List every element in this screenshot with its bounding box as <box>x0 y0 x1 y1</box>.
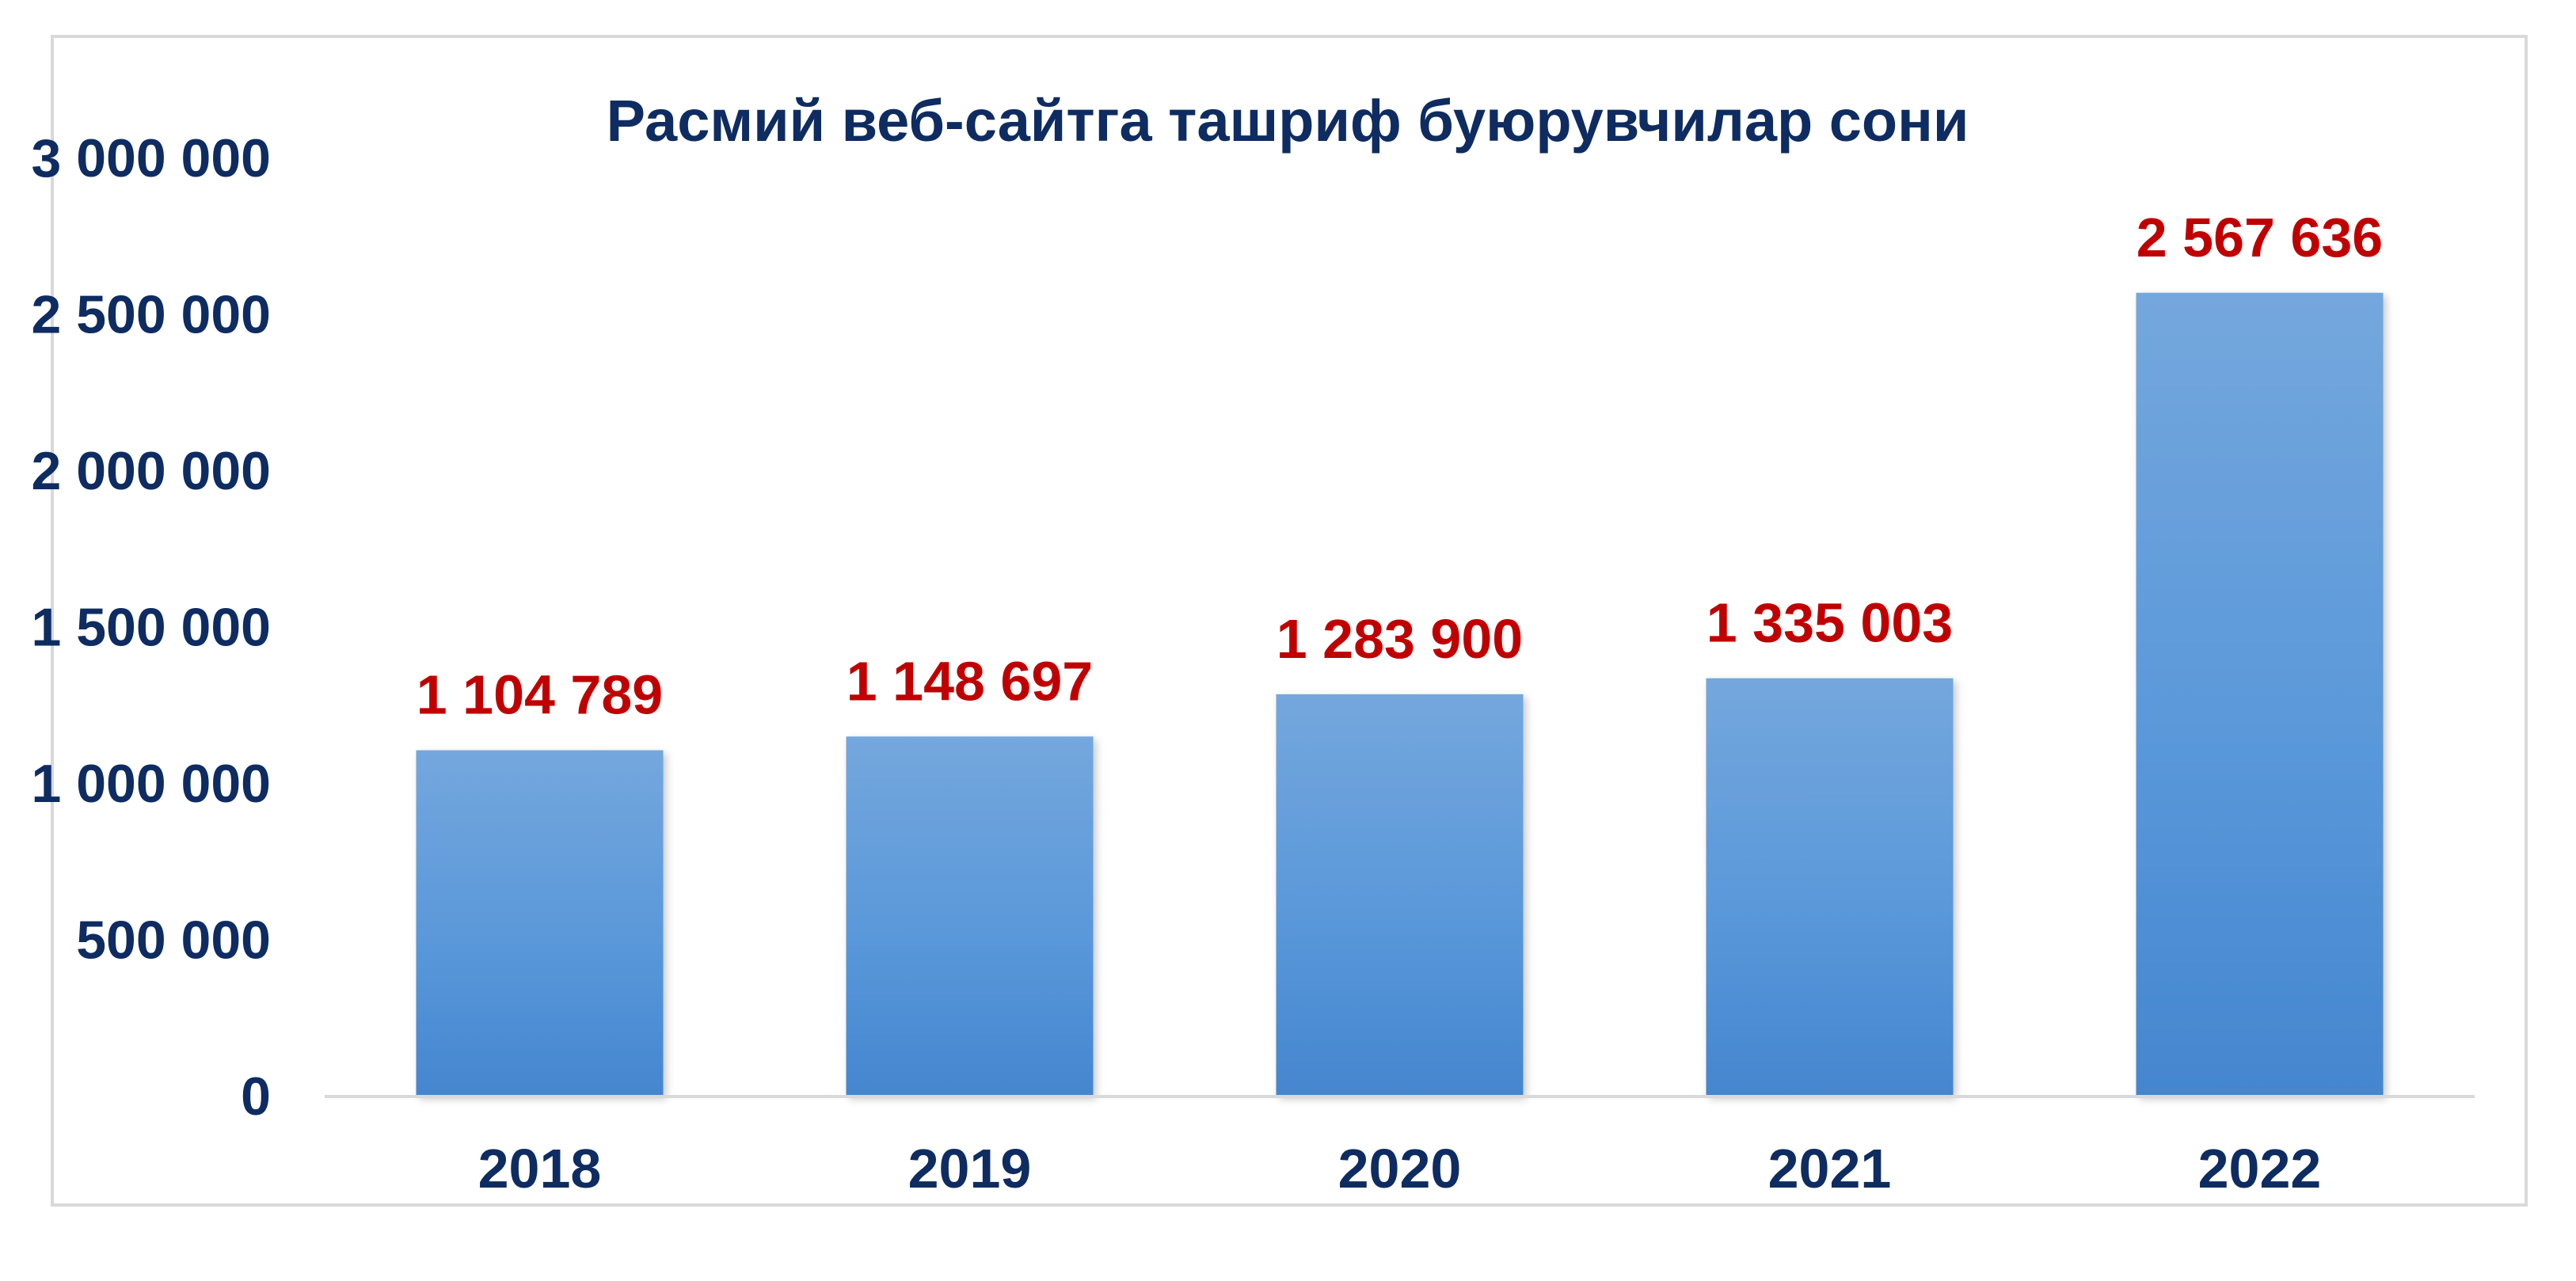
y-axis: 0 500 000 1 000 000 1 500 000 2 000 000 2 500… <box>31 128 271 1127</box>
data-label-2020: 1 283 900 <box>1277 608 1523 670</box>
bar-2020 <box>1276 694 1524 1096</box>
x-tick-label-2021: 2021 <box>1768 1138 1892 1199</box>
chart-title: Расмий веб-сайтга ташриф буюрувчилар сон… <box>607 88 1969 154</box>
bar-2019 <box>846 736 1094 1096</box>
bar-2018 <box>416 750 664 1096</box>
y-tick-label: 2 500 000 <box>31 285 271 345</box>
y-tick-label: 1 000 000 <box>31 754 271 814</box>
x-tick-label-2018: 2018 <box>478 1138 602 1199</box>
bar-2022 <box>2136 292 2384 1096</box>
data-label-2018: 1 104 789 <box>417 664 663 726</box>
x-tick-label-2022: 2022 <box>2198 1138 2322 1199</box>
bar-2021 <box>1706 678 1954 1096</box>
y-tick-label: 3 000 000 <box>31 128 271 188</box>
data-label-2022: 2 567 636 <box>2137 207 2383 268</box>
y-tick-label: 0 <box>241 1066 271 1127</box>
data-labels: 1 104 789 1 148 697 1 283 900 1 335 003 2 56… <box>417 207 2383 726</box>
bars <box>416 292 2384 1096</box>
y-tick-label: 2 000 000 <box>31 441 271 501</box>
y-tick-label: 500 000 <box>76 910 271 971</box>
x-tick-label-2020: 2020 <box>1338 1138 1462 1199</box>
x-axis: 2018 2019 2020 2021 2022 <box>325 1095 2475 1199</box>
data-label-2019: 1 148 697 <box>847 650 1093 712</box>
x-tick-label-2019: 2019 <box>908 1138 1032 1199</box>
y-tick-label: 1 500 000 <box>31 598 271 658</box>
data-label-2021: 1 335 003 <box>1707 592 1953 654</box>
